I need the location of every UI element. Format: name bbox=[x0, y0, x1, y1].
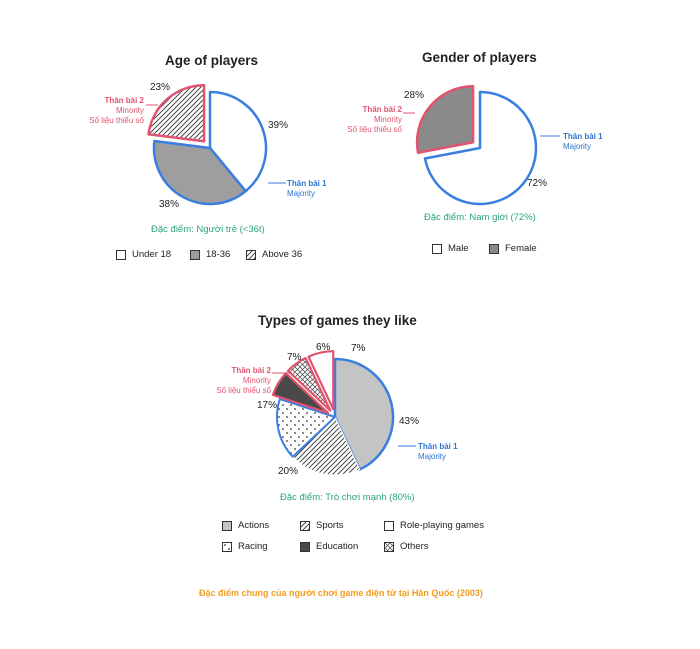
gender-chart-title: Gender of players bbox=[422, 50, 537, 65]
age-18-36-pct: 38% bbox=[159, 199, 180, 210]
pie-games-slice-actions bbox=[333, 357, 395, 471]
pie-games-slice-sports bbox=[292, 416, 361, 476]
age-legend-under18-label: Under 18 bbox=[132, 249, 172, 260]
pie-gender-slice-female bbox=[415, 85, 475, 155]
games-chart-title: Types of games they like bbox=[258, 313, 417, 328]
footer-caption: Đặc điểm chung của người chơi game điện … bbox=[199, 588, 483, 598]
age-minority-title: Thân bài 2 bbox=[104, 96, 144, 105]
gender-majority-leader-line bbox=[540, 135, 560, 137]
games-legend-racing: Racing bbox=[222, 541, 268, 552]
games-actions-pct: 43% bbox=[399, 416, 420, 427]
age-pie-chart bbox=[147, 83, 268, 206]
games-majority-line1: Majority bbox=[418, 452, 447, 461]
games-minority-line1: Minority bbox=[242, 376, 271, 385]
age-minority-line1: Minority bbox=[115, 106, 144, 115]
pie-games-slice-racing bbox=[276, 398, 336, 458]
legend-swatch-white bbox=[384, 520, 394, 531]
gender-minority-line1: Minority bbox=[373, 115, 402, 124]
games-legend-education: Education bbox=[300, 541, 358, 552]
games-legend-actions-label: Actions bbox=[238, 520, 270, 531]
gender-majority-annotation: Thân bài 1 Majority bbox=[563, 132, 603, 152]
games-minority-leader-line bbox=[272, 372, 292, 374]
age-minority-line2: Số liệu thiểu số bbox=[89, 116, 144, 125]
games-minority-annotation: Thân bài 2 Minority Số liệu thiểu số bbox=[203, 366, 271, 396]
games-legend-racing-label: Racing bbox=[238, 541, 268, 552]
legend-swatch-gray bbox=[190, 249, 200, 260]
gender-minority-leader-line bbox=[403, 112, 415, 114]
games-legend-others: Others bbox=[384, 541, 429, 552]
pie-age-slice-18-36 bbox=[152, 139, 247, 206]
games-others-pct: 6% bbox=[316, 342, 331, 353]
legend-swatch-darkgray bbox=[300, 541, 310, 552]
games-legend-roleplaying: Role-playing games bbox=[384, 520, 484, 531]
games-majority-title: Thân bài 1 bbox=[418, 442, 458, 451]
games-racing-pct: 17% bbox=[257, 400, 278, 411]
gender-minority-line2: Số liệu thiểu số bbox=[347, 125, 402, 134]
pie-age-slice-under-18 bbox=[208, 90, 268, 193]
games-legend-education-label: Education bbox=[316, 541, 359, 552]
age-feature-text: Đặc điểm: Người trẻ (<36t) bbox=[151, 224, 265, 235]
games-pie-chart bbox=[271, 350, 395, 476]
games-majority-leader-line bbox=[398, 445, 416, 447]
age-under18-pct: 39% bbox=[268, 120, 289, 131]
gender-minority-title: Thân bài 2 bbox=[362, 105, 402, 114]
games-roleplaying-pct: 7% bbox=[351, 343, 366, 354]
age-majority-leader-line bbox=[268, 182, 286, 184]
age-majority-title: Thân bài 1 bbox=[287, 179, 327, 188]
legend-swatch-dots bbox=[222, 541, 232, 552]
games-feature-text: Đặc điểm: Trò chơi mạnh (80%) bbox=[280, 492, 415, 503]
gender-majority-line1: Majority bbox=[563, 142, 592, 151]
games-sports-pct: 20% bbox=[278, 466, 299, 477]
pie-games-slice-role-playing-games bbox=[307, 350, 335, 411]
pie-games-slice-others bbox=[286, 356, 332, 412]
age-legend-above36-label: Above 36 bbox=[262, 249, 303, 260]
pie-age-slice-above-36 bbox=[147, 83, 206, 143]
age-minority-leader-line bbox=[146, 104, 158, 106]
age-above36-pct: 23% bbox=[150, 82, 171, 93]
pie-gender-slice-male bbox=[423, 90, 538, 206]
gender-legend-male: Male bbox=[432, 243, 469, 254]
games-legend-others-label: Others bbox=[400, 541, 429, 552]
age-legend-18-36-label: 18-36 bbox=[206, 249, 231, 260]
age-legend-above36: Above 36 bbox=[246, 249, 302, 260]
legend-swatch-white bbox=[116, 249, 126, 260]
age-majority-annotation: Thân bài 1 Majority bbox=[287, 179, 327, 199]
legend-swatch-cross bbox=[384, 541, 394, 552]
gender-legend-female: Female bbox=[489, 243, 537, 254]
legend-swatch-hatch bbox=[300, 520, 310, 531]
games-minority-title: Thân bài 2 bbox=[231, 366, 271, 375]
gender-female-pct: 28% bbox=[404, 90, 425, 101]
legend-swatch-hatch bbox=[246, 249, 256, 260]
games-minority-line2: Số liệu thiểu số bbox=[216, 386, 271, 395]
legend-swatch-white bbox=[432, 243, 442, 254]
age-legend-18-36: 18-36 bbox=[190, 249, 230, 260]
games-legend-roleplaying-label: Role-playing games bbox=[400, 520, 484, 531]
gender-male-pct: 72% bbox=[527, 178, 548, 189]
legend-swatch-lightgray bbox=[222, 520, 232, 531]
age-majority-line1: Majority bbox=[287, 189, 316, 198]
age-chart-title: Age of players bbox=[165, 53, 259, 68]
gender-majority-title: Thân bài 1 bbox=[563, 132, 603, 141]
gender-feature-text: Đặc điểm: Nam giới (72%) bbox=[424, 212, 536, 223]
games-legend-sports: Sports bbox=[300, 520, 343, 531]
games-legend-actions: Actions bbox=[222, 520, 269, 531]
gender-pie-chart bbox=[415, 85, 538, 206]
age-legend-under18: Under 18 bbox=[116, 249, 171, 260]
games-legend-sports-label: Sports bbox=[316, 520, 344, 531]
legend-swatch-gray bbox=[489, 243, 499, 254]
games-education-pct: 7% bbox=[287, 352, 302, 363]
age-minority-annotation: Thân bài 2 Minority Số liệu thiểu số bbox=[72, 96, 144, 126]
gender-legend-male-label: Male bbox=[448, 243, 469, 254]
gender-legend-female-label: Female bbox=[505, 243, 537, 254]
games-majority-annotation: Thân bài 1 Majority bbox=[418, 442, 458, 462]
gender-minority-annotation: Thân bài 2 Minority Số liệu thiểu số bbox=[330, 105, 402, 135]
